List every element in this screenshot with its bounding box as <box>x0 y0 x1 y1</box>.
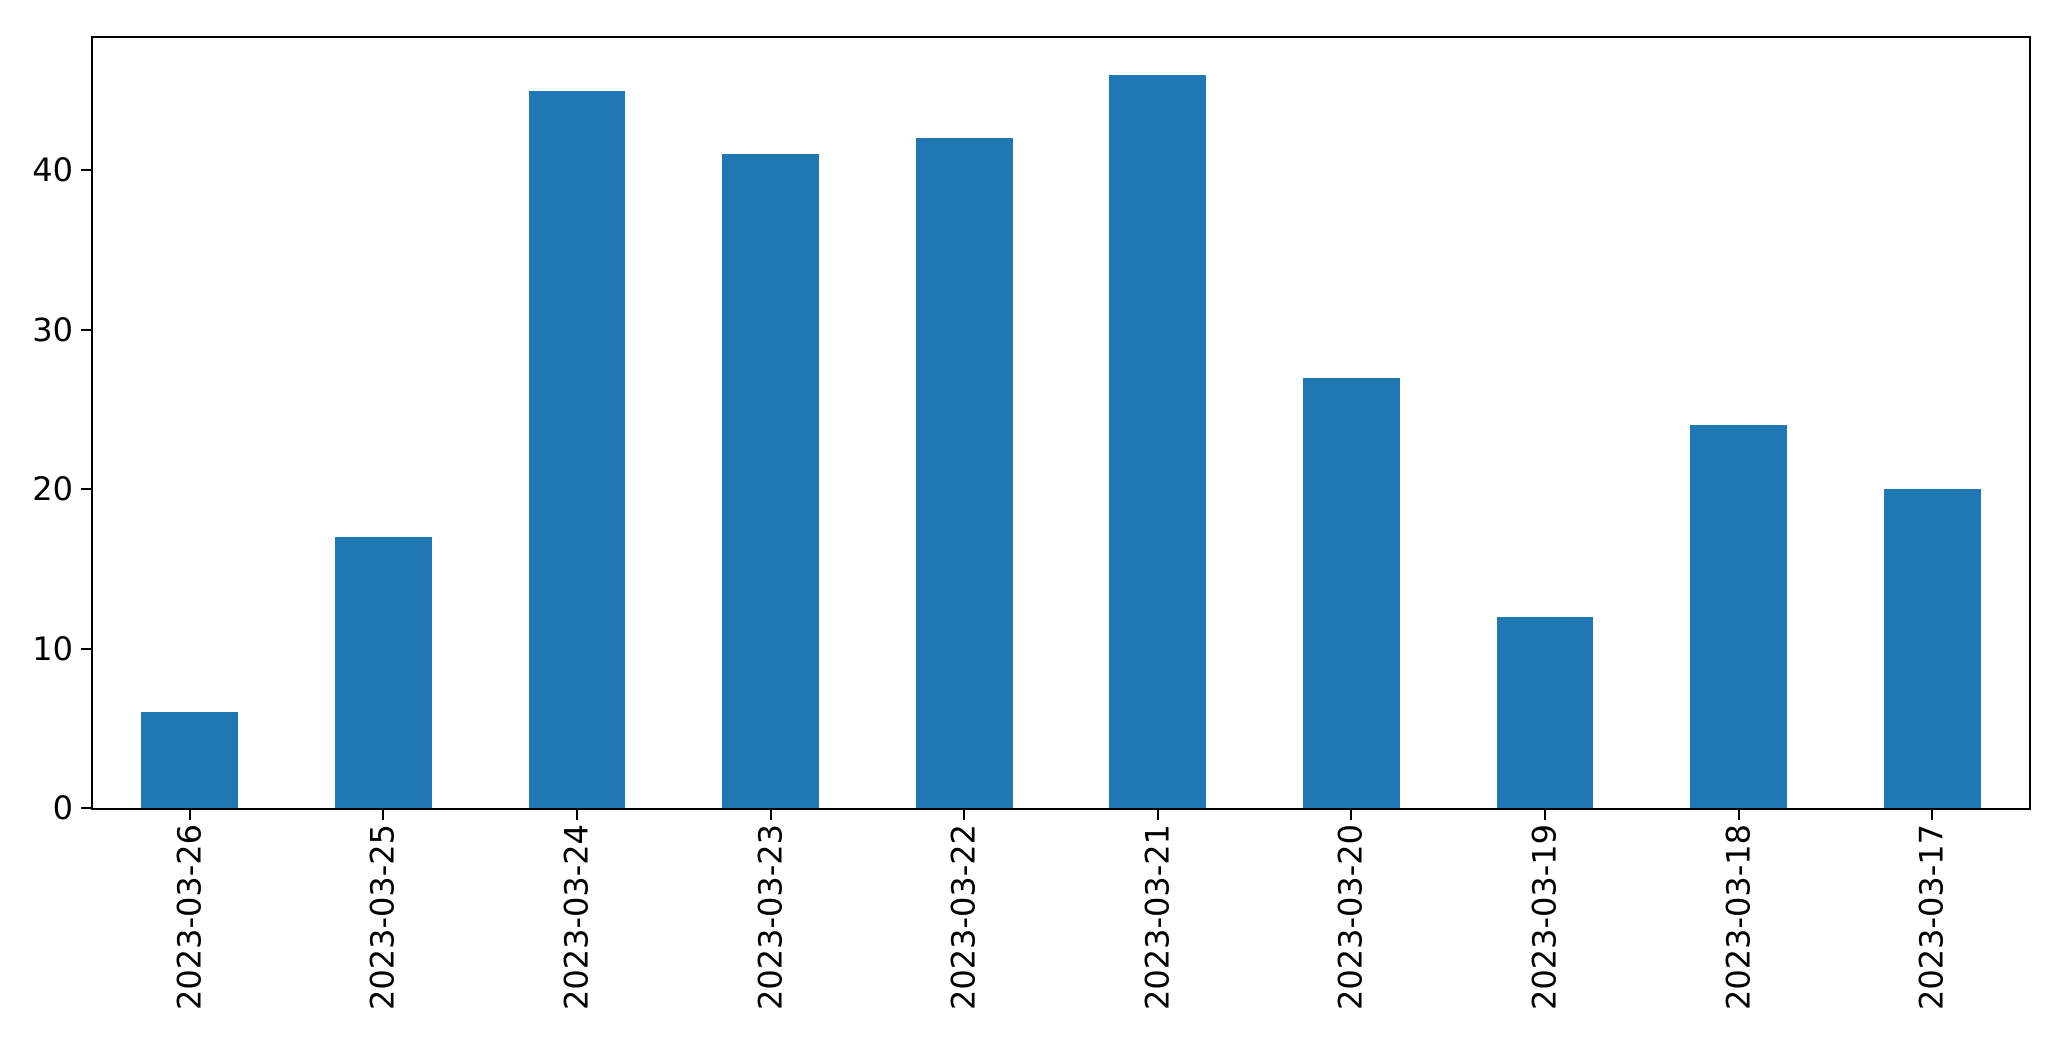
y-tick-mark <box>81 647 93 650</box>
bar-2023-03-24 <box>528 90 626 808</box>
bar-2023-03-26 <box>141 712 239 808</box>
bar-2023-03-22 <box>915 138 1013 808</box>
bar-2023-03-21 <box>1109 74 1207 808</box>
x-tick-mark <box>188 808 191 820</box>
x-tick-mark <box>963 808 966 820</box>
x-tick-label: 2023-03-21 <box>1138 824 1177 1010</box>
x-tick-mark <box>769 808 772 820</box>
bar-2023-03-17 <box>1883 489 1981 808</box>
x-tick-label: 2023-03-23 <box>751 824 789 1010</box>
y-tick-label: 40 <box>32 151 73 190</box>
y-tick-mark <box>81 169 93 172</box>
x-tick-mark <box>1350 808 1353 820</box>
x-tick-label: 2023-03-17 <box>1912 824 1951 1010</box>
y-tick-label: 10 <box>32 629 73 668</box>
bar-2023-03-25 <box>335 537 432 808</box>
plot-area: 0 10 20 30 40 2023-03-26 2023-03-25 2023-03-24… <box>32 36 2031 1010</box>
bar-2023-03-20 <box>1303 377 1400 808</box>
x-tick-mark <box>1544 808 1546 820</box>
x-tick-label: 2023-03-20 <box>1331 824 1370 1010</box>
y-tick-mark <box>81 488 93 491</box>
y-tick-mark <box>81 807 93 809</box>
x-tick-mark <box>1156 808 1159 820</box>
bar-2023-03-23 <box>722 154 819 808</box>
x-tick-label: 2023-03-22 <box>944 824 983 1010</box>
x-tick-label: 2023-03-18 <box>1719 824 1757 1010</box>
x-tick-label: 2023-03-26 <box>170 824 209 1010</box>
y-tick-label: 0 <box>52 789 73 827</box>
y-tick-label: 30 <box>32 310 73 349</box>
x-tick-mark <box>576 808 578 820</box>
bar-2023-03-19 <box>1496 616 1594 808</box>
bar-2023-03-18 <box>1690 425 1787 808</box>
x-tick-label: 2023-03-19 <box>1525 824 1564 1010</box>
x-tick-label: 2023-03-24 <box>557 824 596 1010</box>
x-tick-mark <box>382 808 385 820</box>
y-tick-mark <box>81 328 93 331</box>
x-tick-label: 2023-03-25 <box>363 824 402 1010</box>
y-tick-label: 20 <box>32 470 73 509</box>
x-tick-mark <box>1931 808 1934 820</box>
x-tick-mark <box>1737 808 1740 820</box>
